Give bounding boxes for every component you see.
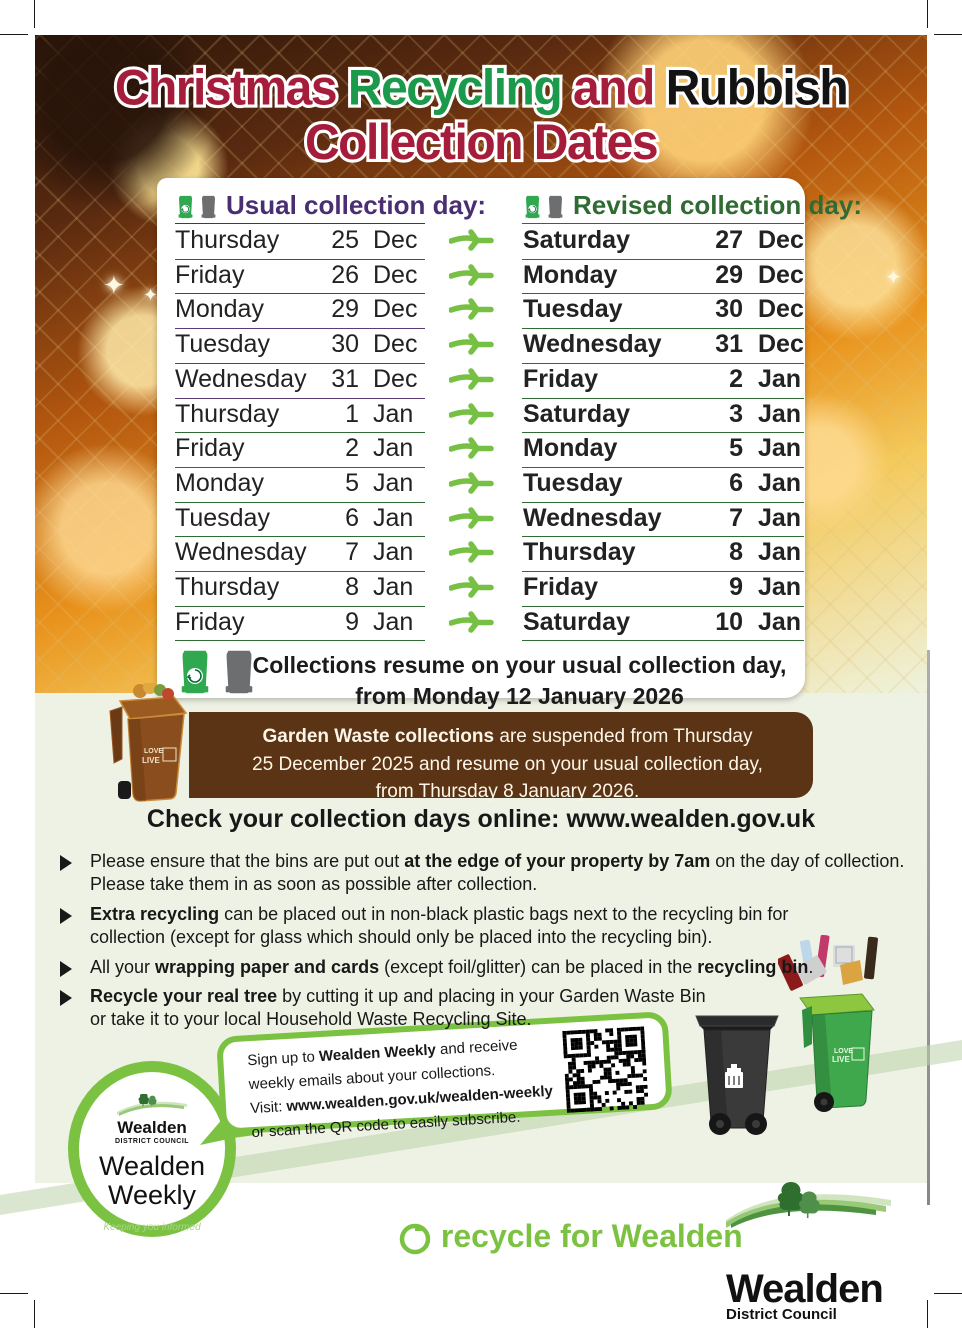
svg-text:LOVE: LOVE [834, 1048, 853, 1055]
svg-text:LIVE: LIVE [832, 1055, 850, 1064]
